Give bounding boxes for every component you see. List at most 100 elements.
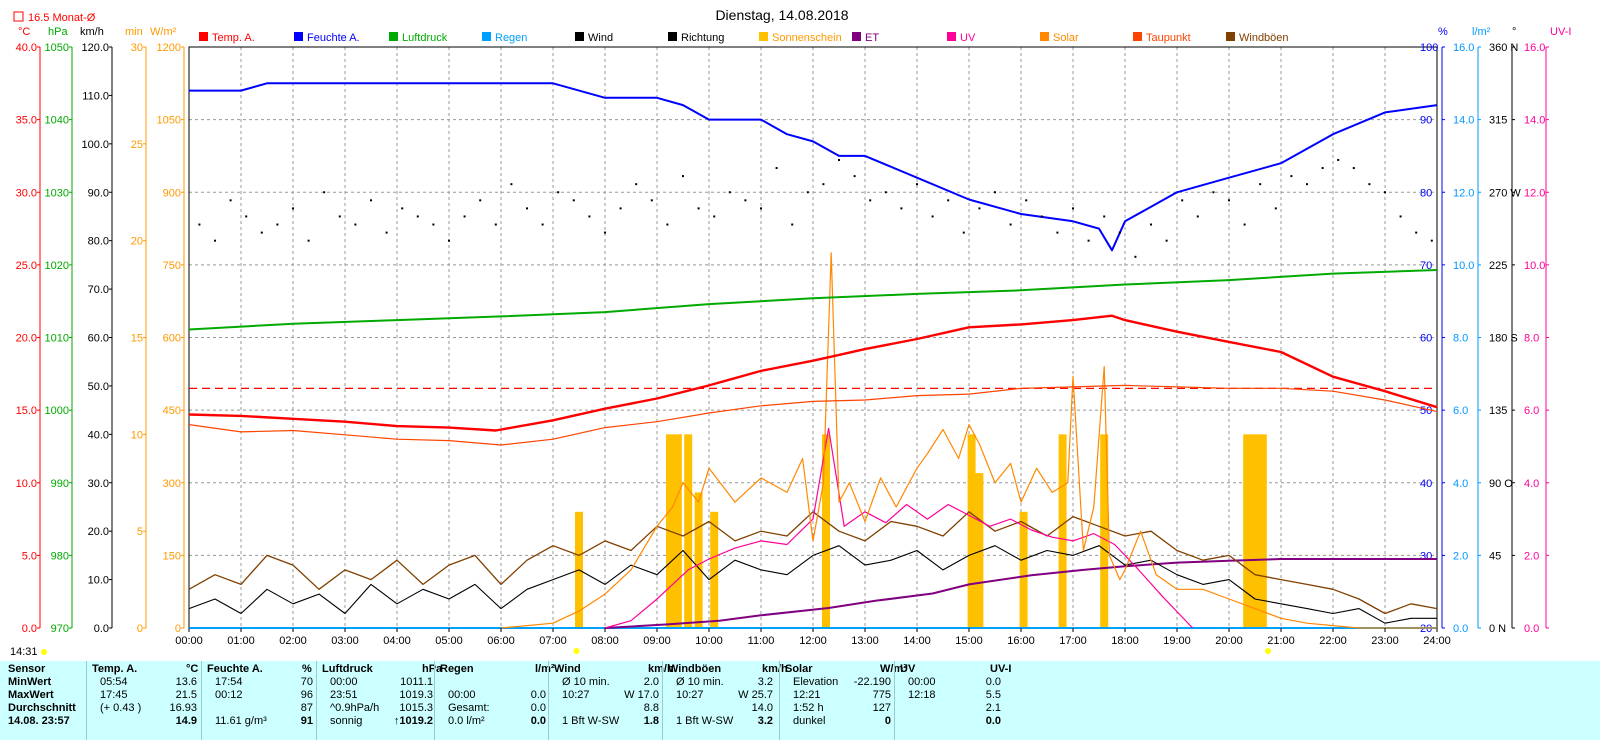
wind-direction-point	[1165, 239, 1168, 242]
legend-swatch	[389, 32, 398, 41]
stats-header-title: Wind	[554, 663, 581, 675]
wind-direction-point	[245, 215, 248, 218]
axis-tick-label: 90.0	[88, 187, 109, 199]
wind-direction-point	[370, 199, 372, 202]
stats-column-separator	[779, 661, 780, 740]
chart-title: Dienstag, 14.08.2018	[715, 7, 848, 23]
month-average-label: 16.5 Monat-Ø	[28, 12, 96, 24]
stats-header-title: Feuchte A.	[207, 663, 263, 675]
stats-cell-label: Elevation	[793, 676, 839, 688]
stats-column-separator	[201, 661, 202, 740]
wind-direction-point	[650, 199, 653, 202]
stats-row: 00:00 1011.1	[322, 676, 433, 689]
sunshine-bar	[694, 492, 703, 628]
stats-header: Sensor	[8, 663, 45, 676]
stats-row: 1 Bft W-SW 1.8	[554, 715, 659, 728]
stats-cell-label: Durchschnitt	[8, 702, 76, 714]
stats-row: 11.61 g/m³ 91	[207, 715, 313, 728]
stats-header-unit: km/h	[762, 663, 788, 675]
series-line-taupunkt	[188, 384, 1438, 446]
legend-swatch	[199, 32, 208, 41]
legend-label: Solar	[1053, 32, 1079, 44]
stats-row: sonnig ↑1019.2	[322, 715, 433, 728]
axis-tick-label: 0 N	[1489, 623, 1506, 635]
axis-tick-label: 1040	[45, 115, 69, 127]
wind-direction-point	[1181, 199, 1184, 202]
stats-cell-label: 00:12	[215, 689, 243, 701]
stats-cell-label: Ø 10 min.	[676, 676, 724, 688]
wind-direction-point	[448, 239, 450, 242]
stats-header-unit: hPa	[422, 663, 443, 675]
stats-cell-value: 5.5	[985, 689, 1001, 701]
stats-cell-value: 3.2	[757, 676, 773, 688]
axis-tick-label: 12.0	[1453, 187, 1474, 199]
stats-cell-value: 0.0	[985, 715, 1001, 727]
wind-direction-point	[1025, 199, 1028, 202]
legend-label: Taupunkt	[1146, 32, 1191, 44]
wind-direction-point	[1274, 207, 1277, 210]
axis-tick-label: 20	[131, 236, 143, 248]
stats-cell-label: Ø 10 min.	[562, 676, 610, 688]
wind-direction-point	[401, 207, 404, 210]
axis-tick-label: 180 S	[1489, 333, 1518, 345]
stats-cell-label: 17:54	[215, 676, 243, 688]
sunshine-bar	[1258, 434, 1267, 628]
stats-header: Windböen km/h	[668, 663, 788, 676]
stats-row: 1 Bft W-SW 3.2	[668, 715, 773, 728]
legend-label: Feuchte A.	[307, 32, 360, 44]
wind-direction-point	[666, 223, 669, 226]
series-line-et	[604, 558, 1437, 629]
wind-direction-point	[1103, 215, 1106, 218]
wind-direction-point	[962, 231, 965, 234]
stats-cell-value: 3.2	[757, 715, 773, 727]
stats-cell-value: 775	[872, 689, 891, 701]
legend-swatch	[575, 32, 584, 41]
x-axis-tick-label: 01:00	[227, 635, 255, 647]
axis-unit-label: °	[1512, 26, 1516, 38]
axis-tick-label: 80	[1420, 187, 1432, 199]
stats-cell-value: 13.6	[175, 676, 197, 688]
wind-direction-point	[572, 199, 575, 202]
stats-cell-label: 00:00	[448, 689, 476, 701]
stats-row: 00:00 0.0	[440, 689, 546, 702]
stats-header-unit: UV-I	[990, 663, 1012, 675]
stats-cell-value: 0.0	[530, 702, 546, 714]
stats-cell-label: 1 Bft W-SW	[562, 715, 620, 727]
stats-header: Luftdruck hPa	[322, 663, 442, 676]
axis-tick-label: 1050	[45, 42, 69, 54]
weather-chart: Dienstag, 14.08.2018 Temp. A. Feuchte A. L…	[10, 7, 1572, 658]
wind-direction-point	[728, 191, 731, 194]
wind-direction-point	[1243, 223, 1246, 226]
stats-cell-label: 00:00	[908, 676, 936, 688]
axis-tick-label: 10.0	[88, 575, 109, 587]
axis-unit-label: W/m²	[150, 26, 177, 38]
stats-cell-label: MaxWert	[8, 689, 54, 701]
wind-direction-point	[338, 215, 341, 218]
stats-cell-value: 127	[872, 702, 891, 714]
stats-cell-label: 10:27	[676, 689, 704, 701]
axis-tick-label: 980	[51, 550, 69, 562]
axis-tick-label: 0.0	[1453, 623, 1468, 635]
x-axis-tick-label: 19:00	[1163, 635, 1191, 647]
stats-cell-label: 1:52 h	[793, 702, 824, 714]
stats-row: 00:00 0.0	[900, 676, 1001, 689]
series-line-windböen	[188, 511, 1438, 615]
axis-tick-label: 50.0	[88, 381, 109, 393]
stats-row: 12:18 5.5	[900, 689, 1001, 702]
wind-direction-point	[463, 215, 466, 218]
x-axis-tick-label: 16:00	[1007, 635, 1035, 647]
axis-tick-label: 60.0	[88, 333, 109, 345]
wind-direction-point	[697, 207, 700, 210]
wind-direction-point	[1306, 183, 1308, 186]
wind-direction-point	[588, 215, 591, 218]
stats-cell-label: MinWert	[8, 676, 52, 688]
wind-direction-point	[354, 223, 357, 226]
axis-tick-label: 14.0	[1524, 115, 1545, 127]
axis-unit-label: km/h	[80, 26, 104, 38]
legend: Temp. A. Feuchte A. Luftdruck Regen Wind Rich…	[199, 32, 1289, 44]
axis-tick-label: 2.0	[1453, 550, 1468, 562]
wind-direction-point	[557, 191, 560, 194]
wind-direction-point	[806, 191, 809, 194]
sunshine-bar	[1100, 434, 1109, 628]
axis-tick-label: 100.0	[81, 139, 109, 151]
